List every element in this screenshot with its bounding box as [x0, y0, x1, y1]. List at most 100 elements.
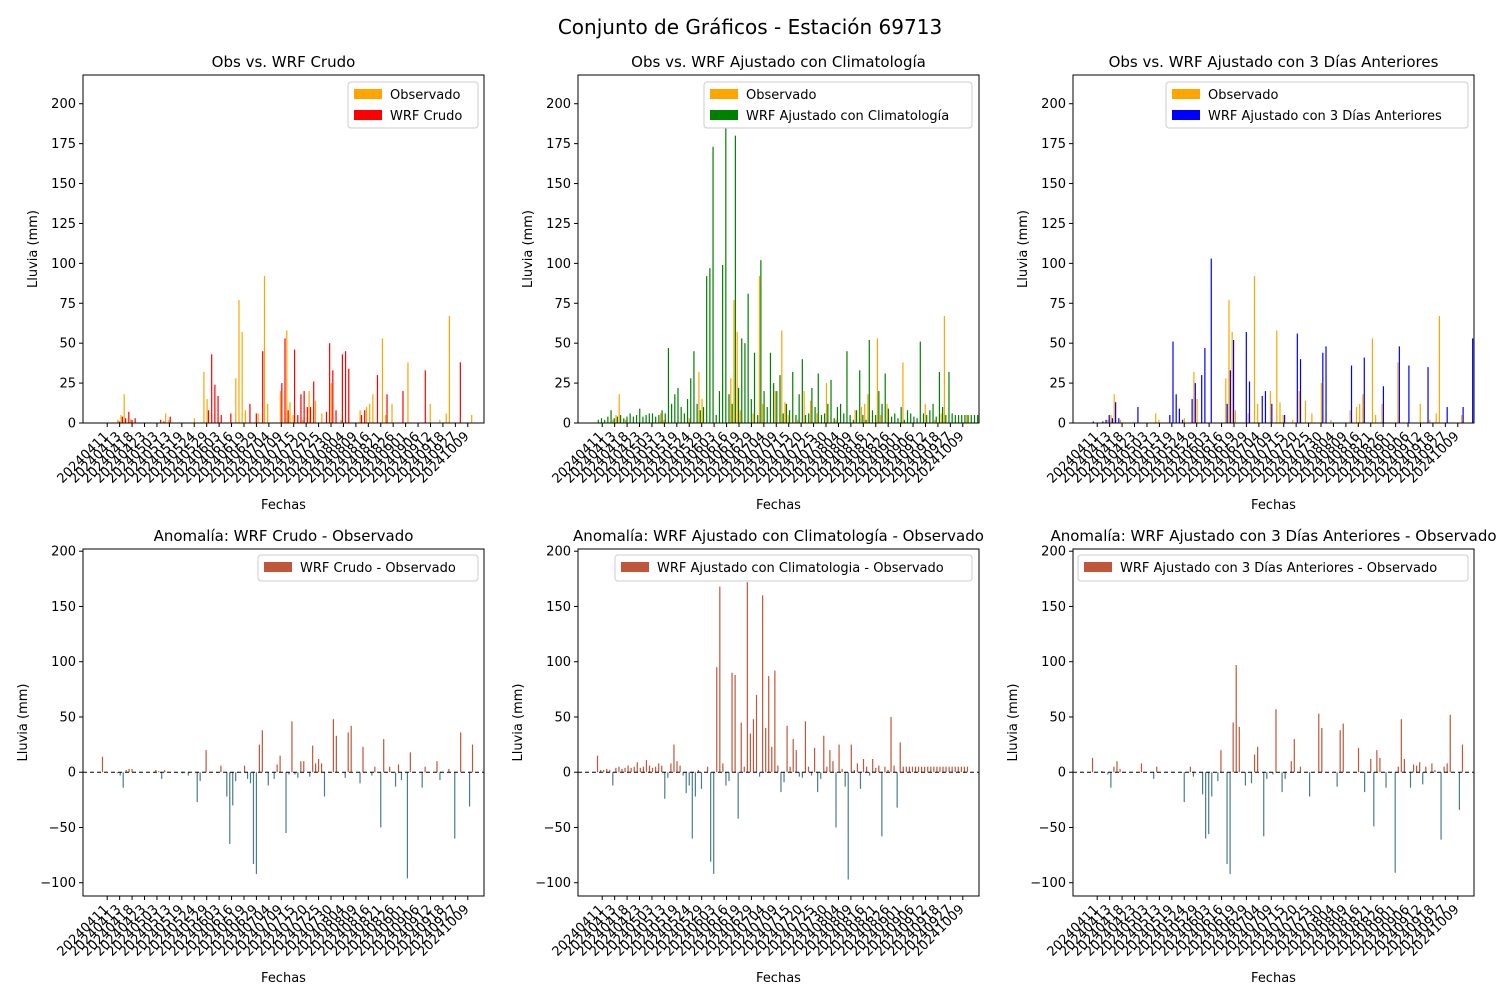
- wrf-bar: [801, 359, 803, 423]
- y-tick-label: −100: [40, 876, 76, 891]
- wrf-bar: [702, 407, 705, 423]
- wrf-bar: [836, 407, 838, 423]
- anomaly-bar: [261, 730, 263, 773]
- anomaly-bar: [1101, 771, 1103, 773]
- anomaly-bar: [276, 764, 278, 773]
- wrf-bar: [1191, 399, 1193, 423]
- y-tick-label: 75: [1049, 297, 1066, 312]
- y-axis-label: Lluvia (mm): [1006, 684, 1021, 762]
- anomaly-bar: [651, 767, 654, 773]
- anomaly-bar: [945, 766, 947, 773]
- anomaly-bar: [1449, 714, 1451, 773]
- observado-bar: [787, 415, 789, 423]
- anomaly-bar: [226, 772, 228, 797]
- anomaly-bar: [291, 721, 293, 773]
- observado-bar: [758, 276, 761, 423]
- wrf-bar: [722, 264, 724, 423]
- anomaly-bar: [1107, 772, 1109, 775]
- anomaly-bar: [725, 772, 727, 786]
- anomaly-bar: [350, 725, 352, 773]
- y-axis-label: Lluvia (mm): [16, 684, 31, 762]
- anomaly-bar: [596, 755, 599, 773]
- observado-bar: [1155, 413, 1157, 423]
- observado-bar: [1158, 419, 1160, 423]
- anomaly-bar: [1220, 750, 1222, 773]
- anomaly-bar: [335, 735, 337, 773]
- anomaly-bar: [658, 763, 660, 773]
- wrf-bar: [744, 343, 746, 423]
- observado-bar: [429, 403, 431, 423]
- anomaly-bar: [389, 766, 391, 773]
- wrf-bar: [827, 403, 829, 423]
- anomaly-bar: [371, 772, 373, 776]
- anomaly-bar: [862, 758, 865, 773]
- wrf-bar: [313, 381, 315, 423]
- anomaly-bar: [780, 772, 782, 793]
- observado-bar: [612, 419, 614, 423]
- anomaly-bar: [853, 770, 855, 773]
- anomaly-bar: [639, 767, 641, 773]
- observado-bar: [302, 419, 304, 423]
- legend-swatch: [264, 562, 292, 572]
- wrf-bar: [230, 413, 232, 423]
- anomaly-bar: [697, 770, 700, 773]
- y-tick-label: 25: [1049, 377, 1066, 392]
- observado-bar: [943, 316, 945, 423]
- wrf-bar: [674, 394, 676, 423]
- observado-bar: [289, 402, 291, 423]
- anomaly-bar: [406, 772, 408, 879]
- wrf-bar: [865, 419, 867, 423]
- observado-bar: [168, 419, 170, 423]
- wrf-bar: [811, 387, 813, 423]
- anomaly-bar: [1431, 763, 1433, 773]
- legend-label: Observado: [746, 88, 817, 103]
- observado-bar: [1107, 419, 1109, 423]
- observado-bar: [1438, 316, 1440, 423]
- observado-bar: [876, 338, 879, 423]
- anomaly-bar: [267, 772, 269, 786]
- wrf-bar: [763, 391, 765, 423]
- wrf-bar: [814, 407, 816, 423]
- wrf-bar: [1201, 375, 1203, 423]
- anomaly-bar: [229, 772, 231, 845]
- wrf-bar: [459, 362, 461, 423]
- anomaly-bar: [911, 766, 914, 773]
- wrf-bar: [1427, 367, 1429, 423]
- wrf-bar: [1172, 341, 1174, 423]
- anomaly-bar: [676, 761, 678, 773]
- wrf-bar: [360, 415, 363, 423]
- wrf-bar: [948, 371, 950, 423]
- anomaly-bar: [648, 765, 651, 773]
- y-axis-label: Lluvia (mm): [511, 684, 526, 762]
- anomaly-bar: [196, 772, 198, 803]
- anomaly-bar: [655, 766, 657, 773]
- observado-bar: [1349, 410, 1351, 423]
- observado-bar: [733, 300, 735, 423]
- observado-bar: [902, 362, 904, 423]
- anomaly-bar: [1403, 758, 1405, 773]
- wrf-bar: [696, 403, 698, 423]
- observado-bar: [193, 418, 195, 423]
- wrf-bar: [623, 418, 625, 423]
- anomaly-bar: [685, 772, 687, 794]
- wrf-bar: [220, 415, 222, 423]
- anomaly-bar: [125, 770, 127, 773]
- anomaly-bar: [1272, 772, 1274, 775]
- wrf-bar: [1204, 347, 1206, 423]
- anomaly-bar: [890, 716, 892, 773]
- anomaly-bar: [682, 772, 684, 776]
- wrf-bar: [680, 407, 682, 423]
- wrf-bar: [341, 354, 343, 423]
- anomaly-bar: [896, 772, 898, 808]
- x-axis-label: Fechas: [261, 498, 306, 513]
- anomaly-bar: [621, 768, 623, 773]
- anomaly-bar: [914, 766, 917, 773]
- observado-bar: [966, 415, 968, 423]
- anomaly-bar: [670, 763, 672, 773]
- wrf-bar: [804, 415, 807, 423]
- anomaly-bar: [771, 746, 773, 773]
- anomaly-bar: [1229, 772, 1231, 874]
- wrf-bar: [488, 375, 489, 423]
- anomaly-bar: [1217, 772, 1219, 782]
- wrf-bar: [788, 410, 791, 423]
